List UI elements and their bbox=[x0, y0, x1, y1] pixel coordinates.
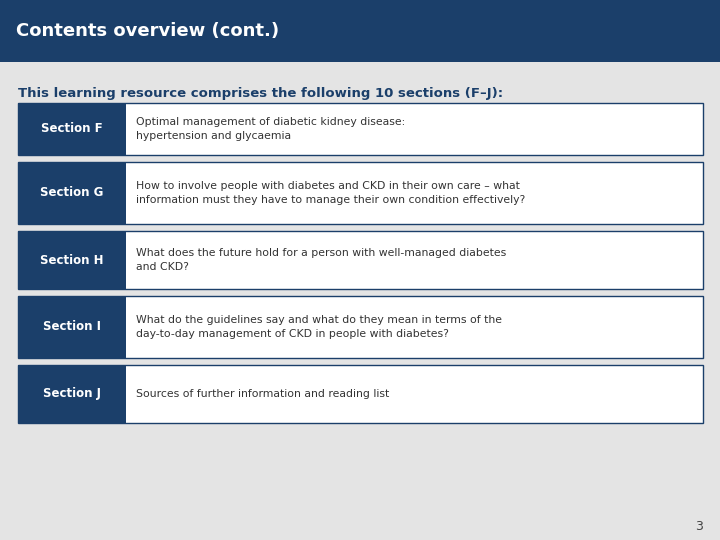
Text: What do the guidelines say and what do they mean in terms of the
day-to-day mana: What do the guidelines say and what do t… bbox=[136, 315, 502, 339]
Text: Section G: Section G bbox=[40, 186, 104, 199]
Bar bbox=[18, 162, 703, 224]
Text: Section F: Section F bbox=[41, 123, 103, 136]
Bar bbox=[18, 296, 126, 358]
Text: This learning resource comprises the following 10 sections (F–J):: This learning resource comprises the fol… bbox=[18, 87, 503, 100]
Bar bbox=[18, 231, 126, 289]
Text: Optimal management of diabetic kidney disease:
hypertension and glycaemia: Optimal management of diabetic kidney di… bbox=[136, 117, 405, 141]
Text: Contents overview (cont.): Contents overview (cont.) bbox=[16, 22, 279, 40]
Bar bbox=[0, 0, 720, 62]
Bar bbox=[18, 231, 703, 289]
Text: Section I: Section I bbox=[43, 321, 101, 334]
Text: Section J: Section J bbox=[43, 388, 101, 401]
Text: Sources of further information and reading list: Sources of further information and readi… bbox=[136, 389, 390, 399]
Bar bbox=[18, 296, 703, 358]
Bar bbox=[18, 103, 126, 155]
Bar bbox=[18, 103, 703, 155]
Text: 3: 3 bbox=[695, 520, 703, 533]
Bar bbox=[18, 365, 703, 423]
Text: What does the future hold for a person with well-managed diabetes
and CKD?: What does the future hold for a person w… bbox=[136, 248, 506, 272]
Text: Section H: Section H bbox=[40, 253, 104, 267]
Bar bbox=[18, 162, 126, 224]
Bar bbox=[18, 365, 126, 423]
Text: How to involve people with diabetes and CKD in their own care – what
information: How to involve people with diabetes and … bbox=[136, 181, 526, 205]
